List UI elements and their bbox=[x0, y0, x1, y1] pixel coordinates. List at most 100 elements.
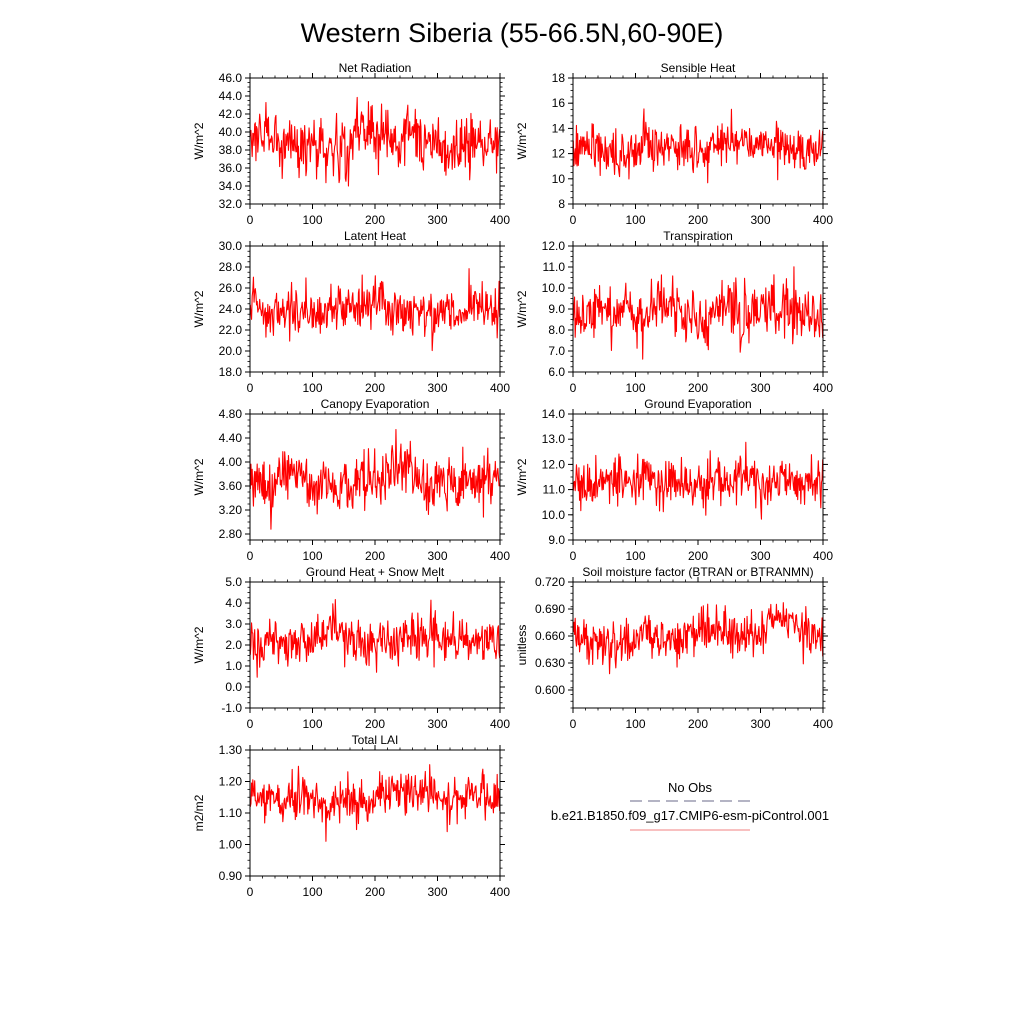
panel-title: Sensible Heat bbox=[661, 61, 736, 75]
data-series-line bbox=[572, 266, 824, 360]
y-tick-label: 14.0 bbox=[542, 407, 566, 421]
data-series-line bbox=[249, 764, 501, 842]
y-tick-label: 44.0 bbox=[219, 89, 243, 103]
data-series-line bbox=[249, 268, 501, 352]
y-axis-label: W/m^2 bbox=[515, 122, 529, 159]
x-tick-label: 100 bbox=[302, 381, 322, 395]
y-tick-label: 10.0 bbox=[542, 281, 566, 295]
x-tick-label: 400 bbox=[490, 549, 510, 563]
y-tick-label: 4.40 bbox=[219, 431, 243, 445]
panel-title: Soil moisture factor (BTRAN or BTRANMN) bbox=[582, 565, 813, 579]
y-tick-label: 4.00 bbox=[219, 455, 243, 469]
y-tick-label: 46.0 bbox=[219, 71, 243, 85]
y-tick-label: 36.0 bbox=[219, 161, 243, 175]
data-series-line bbox=[249, 429, 501, 530]
y-tick-label: 10.0 bbox=[542, 508, 566, 522]
y-tick-label: 2.0 bbox=[225, 638, 242, 652]
y-tick-label: 34.0 bbox=[219, 179, 243, 193]
y-tick-label: 1.20 bbox=[219, 775, 243, 789]
panel-title: Transpiration bbox=[663, 229, 733, 243]
x-tick-label: 300 bbox=[427, 381, 447, 395]
y-tick-label: 22.0 bbox=[219, 323, 243, 337]
data-series-line bbox=[572, 441, 824, 520]
y-tick-label: 0.630 bbox=[535, 656, 565, 670]
x-tick-label: 0 bbox=[247, 213, 254, 227]
x-tick-label: 400 bbox=[813, 717, 833, 731]
y-tick-label: 8.0 bbox=[548, 323, 565, 337]
y-tick-label: 30.0 bbox=[219, 239, 243, 253]
y-tick-label: 38.0 bbox=[219, 143, 243, 157]
data-series-line bbox=[249, 96, 501, 187]
y-axis-label: W/m^2 bbox=[192, 290, 206, 327]
x-tick-label: 400 bbox=[490, 717, 510, 731]
y-tick-label: 40.0 bbox=[219, 125, 243, 139]
y-tick-label: 1.0 bbox=[225, 659, 242, 673]
x-tick-label: 200 bbox=[688, 717, 708, 731]
y-tick-label: 11.0 bbox=[543, 483, 566, 497]
x-tick-label: 200 bbox=[365, 885, 385, 899]
y-tick-label: 3.60 bbox=[219, 479, 243, 493]
y-tick-label: 12 bbox=[552, 147, 566, 161]
data-series-line bbox=[572, 108, 824, 184]
x-tick-label: 0 bbox=[570, 717, 577, 731]
y-axis-label: W/m^2 bbox=[192, 626, 206, 663]
x-tick-label: 300 bbox=[750, 213, 770, 227]
y-axis-label: W/m^2 bbox=[515, 458, 529, 495]
panel-2: Latent Heat W/m^2 18.0 20.0 22.0 24.0 26.0 28.0… bbox=[192, 229, 510, 395]
y-tick-label: 0.660 bbox=[535, 629, 565, 643]
x-tick-label: 200 bbox=[688, 213, 708, 227]
y-tick-label: 9.0 bbox=[548, 533, 565, 547]
x-tick-label: 0 bbox=[570, 213, 577, 227]
y-tick-label: 12.0 bbox=[542, 239, 566, 253]
panel-title: Total LAI bbox=[352, 733, 399, 747]
y-tick-label: 4.80 bbox=[219, 407, 243, 421]
x-tick-label: 200 bbox=[365, 549, 385, 563]
x-tick-label: 100 bbox=[302, 549, 322, 563]
y-tick-label: 4.0 bbox=[225, 596, 242, 610]
x-tick-label: 400 bbox=[813, 549, 833, 563]
x-tick-label: 100 bbox=[302, 213, 322, 227]
y-tick-label: 0.690 bbox=[535, 602, 565, 616]
panel-8: Total LAI m2/m2 0.90 1.00 1.10 1.20 1.30 0 100 20… bbox=[192, 733, 510, 899]
y-tick-label: 1.30 bbox=[219, 743, 243, 757]
y-tick-label: 3.20 bbox=[219, 503, 243, 517]
y-tick-label: 0.0 bbox=[225, 680, 242, 694]
y-tick-label: 11.0 bbox=[543, 260, 566, 274]
legend: No Obs b.e21.B1850.f09_g17.CMIP6-esm-piCo… bbox=[551, 780, 829, 831]
y-tick-label: 9.0 bbox=[548, 302, 565, 316]
x-tick-label: 100 bbox=[302, 885, 322, 899]
x-tick-label: 100 bbox=[625, 213, 645, 227]
x-tick-label: 400 bbox=[813, 213, 833, 227]
x-tick-label: 300 bbox=[427, 549, 447, 563]
y-tick-label: 3.0 bbox=[225, 617, 242, 631]
y-tick-label: 2.80 bbox=[219, 527, 243, 541]
y-tick-label: 1.00 bbox=[219, 838, 243, 852]
panel-title: Ground Heat + Snow Melt bbox=[306, 565, 445, 579]
panel-title: Ground Evaporation bbox=[644, 397, 751, 411]
figure-title: Western Siberia (55-66.5N,60-90E) bbox=[301, 18, 724, 48]
y-tick-label: 16 bbox=[552, 96, 566, 110]
x-tick-label: 300 bbox=[750, 717, 770, 731]
panel-1: Sensible Heat W/m^2 8 10 12 14 16 18 0 100 200 300 4… bbox=[515, 61, 833, 227]
y-tick-label: 6.0 bbox=[548, 365, 565, 379]
panel-title: Canopy Evaporation bbox=[321, 397, 430, 411]
y-tick-label: 12.0 bbox=[542, 457, 566, 471]
y-tick-label: 8 bbox=[558, 197, 565, 211]
y-axis-label: W/m^2 bbox=[192, 458, 206, 495]
y-tick-label: 24.0 bbox=[219, 302, 243, 316]
x-tick-label: 0 bbox=[247, 885, 254, 899]
x-tick-label: 400 bbox=[490, 213, 510, 227]
x-tick-label: 100 bbox=[302, 717, 322, 731]
y-tick-label: 0.720 bbox=[535, 575, 565, 589]
x-tick-label: 100 bbox=[625, 549, 645, 563]
x-tick-label: 200 bbox=[365, 213, 385, 227]
y-tick-label: 0.90 bbox=[219, 869, 243, 883]
x-tick-label: 400 bbox=[490, 885, 510, 899]
x-tick-label: 300 bbox=[750, 549, 770, 563]
x-tick-label: 0 bbox=[570, 549, 577, 563]
y-axis-label: m2/m2 bbox=[192, 794, 206, 831]
y-tick-label: 28.0 bbox=[219, 260, 243, 274]
y-tick-label: 14 bbox=[552, 121, 566, 135]
x-tick-label: 300 bbox=[427, 213, 447, 227]
